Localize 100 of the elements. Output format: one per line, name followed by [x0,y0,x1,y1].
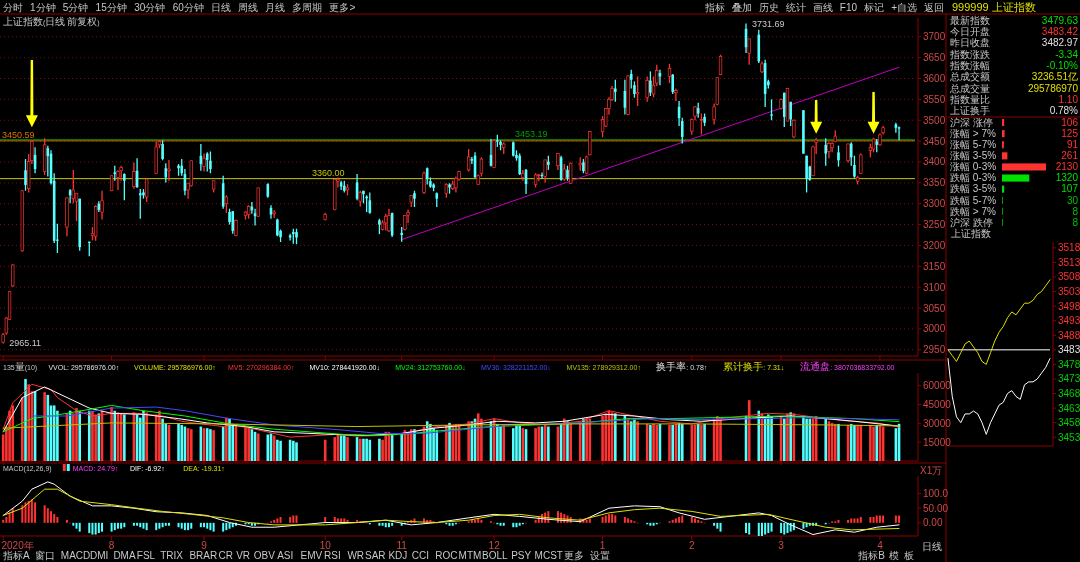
x-tick-label: 1 [599,540,606,551]
text: 30分钟 [134,2,166,13]
data-label: 125 [1061,127,1079,139]
text: 3479.63 [1041,14,1079,26]
y-tick-label: 跌幅 0-3% [950,172,997,184]
data-label: 8 [1072,205,1079,217]
x-tick-label: 2 [689,540,696,551]
y-tick-label: 涨幅 3-5% [950,150,997,162]
text: WR [347,550,365,561]
data-label: 8 [1072,216,1079,228]
text: 分时 [3,2,23,13]
text: 指标B [857,550,886,561]
text: TRIX [160,550,184,561]
text: 窗口 [34,550,55,561]
ref-line-label: 3453.19 [515,128,548,139]
text: X1万 [920,465,943,476]
y-tick-label: 沪深 涨停 [950,116,993,128]
text: 模 [889,550,899,561]
text: 多周期 [292,2,323,13]
chart-title: 上证指数 [951,228,991,239]
x-tick-label: 4 [877,540,884,551]
text: 指标 [703,2,725,13]
y-tick-label: 2950 [923,344,946,356]
y-tick-label: 3508 [1058,271,1080,283]
text: 指标A [2,550,30,561]
x-tick-label: 9 [201,540,208,551]
y-tick-label: 跌幅 > 7% [950,205,996,217]
text: 15分钟 [95,2,127,13]
y-tick-label: 3493 [1058,315,1080,327]
ref-line-label: 3360.00 [312,167,345,178]
text: 更多> [329,2,356,13]
text: 返回 [924,2,944,13]
y-tick-label: 涨幅 > 7% [950,127,996,139]
text: 板 [903,550,914,561]
text: 999999 上证指数 [952,1,1036,13]
text: F10 [839,2,858,13]
data-label: 107 [1061,183,1079,195]
text: 更多 [563,550,584,561]
y-tick-label: 15000 [923,436,952,448]
text: 上证换手 [950,105,990,117]
y-tick-label: 3250 [923,219,946,231]
y-tick-label: 3700 [923,31,946,43]
text: CCI [411,550,430,561]
y-tick-label: 沪深 跌停 [950,216,993,228]
y-tick-label: 3503 [1058,286,1080,298]
y-tick-label: 3483 [1058,344,1080,356]
text: -3.34 [1055,48,1079,60]
y-tick-label: 3458 [1058,417,1080,429]
text: 295786970 [1027,82,1079,94]
text: 1.10 [1058,93,1079,105]
text: 历史 [758,2,779,13]
text: 最新指数 [950,14,990,26]
text: MCST [534,550,563,561]
x-tick-label: 2020年 [1,540,34,551]
y-tick-label: 60000 [923,380,952,392]
y-tick-label: 0.00 [923,517,943,529]
ref-line-label: 3450.59 [2,129,35,140]
y-tick-label: 3500 [923,114,946,126]
y-tick-label: 45000 [923,398,952,410]
text: DMI [90,550,109,561]
text: +自选 [891,2,918,13]
y-tick-label: 3450 [923,135,946,147]
y-tick-label: 3550 [923,93,946,105]
y-tick-label: 3478 [1058,358,1080,370]
y-tick-label: 30000 [923,417,952,429]
text: BRAR [189,550,218,561]
y-tick-label: 3518 [1058,242,1080,254]
text: 指数涨幅 [949,59,990,71]
text: DMA [113,550,136,561]
text: FSL [136,550,156,561]
text: EMV [300,550,323,561]
text: 周线 [238,2,259,13]
text: MACD [60,550,91,561]
y-tick-label: 3488 [1058,329,1080,341]
text: OBV [253,550,276,561]
y-tick-label: 3300 [923,198,946,210]
text: 日线 [211,2,232,13]
text: 总成交量 [949,82,990,94]
x-tick-label: 3 [778,540,785,551]
y-tick-label: 3453 [1058,431,1080,443]
text: 统计 [785,2,806,13]
text: 3236.51亿 [1031,71,1078,83]
text: ROC [435,550,458,561]
text: 今日开盘 [950,25,990,37]
text: 月线 [265,2,286,13]
text: KDJ [388,550,408,561]
text: ASI [277,550,294,561]
data-label: 1320 [1055,172,1079,184]
annotation: 2965.11 [9,338,42,349]
text: 叠加 [731,2,752,13]
text: 标记 [863,2,885,13]
y-tick-label: 100.0 [923,488,949,500]
text: 指数涨跌 [949,48,990,60]
text: 总成交额 [949,71,990,83]
text: BOLL [482,550,509,561]
x-tick-label: 12 [488,540,501,551]
x-tick-label: 8 [108,540,115,551]
text: 3483.42 [1041,25,1079,37]
y-tick-label: 3050 [923,302,946,314]
annotation: 3731.69 [752,18,785,29]
